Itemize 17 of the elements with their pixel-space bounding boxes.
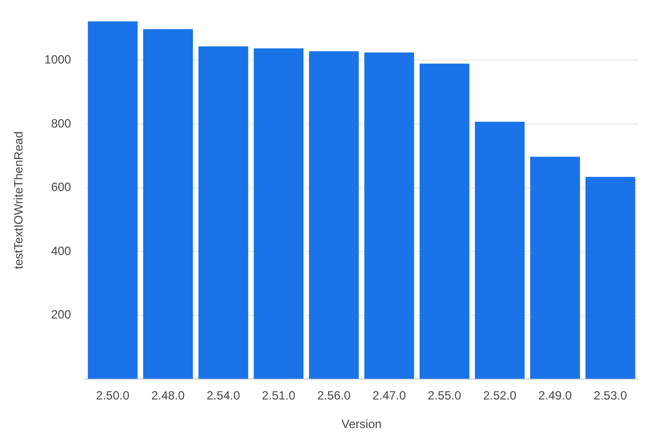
x-tick-label: 2.52.0 <box>483 388 517 403</box>
x-axis-title: Version <box>342 417 382 432</box>
x-tick-label: 2.49.0 <box>538 388 572 403</box>
y-tick-label: 200 <box>51 308 72 322</box>
x-tick-label: 2.56.0 <box>317 388 351 403</box>
y-tick-label: 800 <box>51 116 72 130</box>
y-tick-label: 1000 <box>44 52 72 66</box>
y-axis-title: testTextIOWriteThenRead <box>12 131 26 270</box>
x-tick-label: 2.51.0 <box>262 388 296 403</box>
x-tick-label: 2.53.0 <box>594 388 628 403</box>
x-tick-label: 2.50.0 <box>96 388 130 403</box>
x-tick-label: 2.47.0 <box>372 388 406 403</box>
y-tick-label: 600 <box>51 180 72 194</box>
x-tick-label: 2.48.0 <box>151 388 186 403</box>
x-tick-label: 2.55.0 <box>428 388 462 403</box>
y-tick-label: 400 <box>51 244 72 258</box>
x-tick-label: 2.54.0 <box>206 388 240 403</box>
